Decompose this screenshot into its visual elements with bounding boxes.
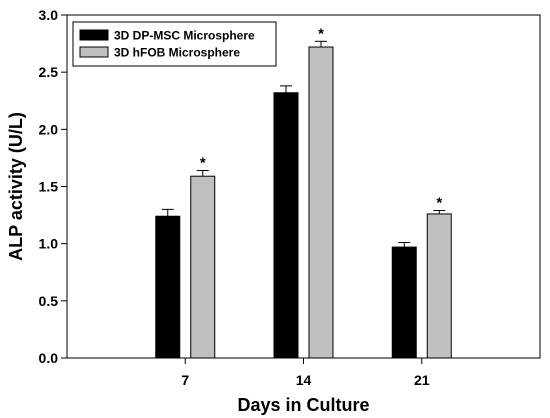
bar [190,175,216,359]
x-axis-title: Days in Culture [237,395,369,415]
significance-marker: * [436,195,442,212]
bars: * * * [155,25,452,359]
y-axis: 0.0 0.5 1.0 1.5 2.0 2.5 3.0 [39,7,67,366]
legend-label-dp-msc: 3D DP-MSC Microsphere [114,29,255,43]
significance-marker: * [318,25,324,42]
bar [426,213,452,359]
legend: 3D DP-MSC Microsphere 3D hFOB Microspher… [72,21,277,67]
x-axis: 7 14 21 [181,358,430,388]
legend-swatch-hfob [79,46,109,58]
x-tick-label: 14 [296,372,312,388]
y-tick-label: 3.0 [39,7,59,23]
bar [273,92,299,359]
legend-label-hfob: 3D hFOB Microsphere [114,46,240,60]
x-tick-label: 7 [181,372,189,388]
legend-box [72,21,277,67]
y-tick-label: 1.0 [39,236,59,252]
y-axis-title: ALP activity (U/L) [6,112,26,261]
legend-swatch-dp-msc [79,29,109,41]
bar [308,46,334,359]
significance-marker: * [200,154,206,171]
x-tick-label: 21 [414,372,430,388]
bar [155,215,181,359]
y-tick-label: 0.0 [39,350,59,366]
y-tick-label: 1.5 [39,179,59,195]
y-tick-label: 2.0 [39,121,59,137]
bar [391,246,417,359]
y-tick-label: 0.5 [39,293,59,309]
y-tick-label: 2.5 [39,64,59,80]
